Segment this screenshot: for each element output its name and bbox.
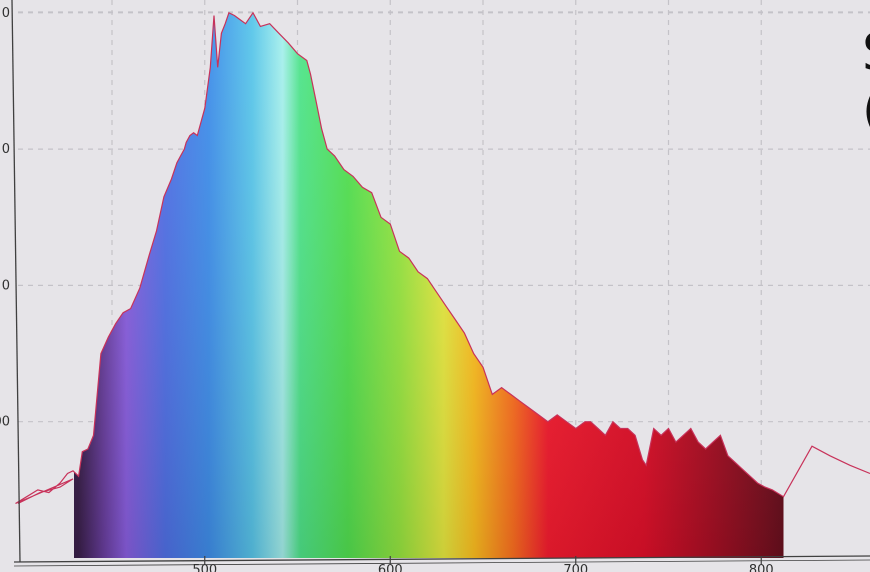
x-tick-label-3: 800 (749, 563, 774, 572)
x-tick-label-2: 700 (563, 563, 588, 572)
tick-label-layer: 50060070080000000S( (0, 6, 870, 572)
y-tick-label-1: 0 (2, 278, 10, 293)
x-axis-line-2 (13, 559, 870, 567)
edge-glyph-paren: ( (862, 81, 870, 141)
spectrum-area-shade (74, 12, 784, 558)
axis-layer (11, 0, 870, 567)
x-axis-line (13, 555, 870, 563)
y-tick-label-3: 0 (2, 6, 10, 21)
y-axis-line (11, 0, 21, 563)
x-tick-label-0: 500 (192, 563, 217, 572)
plot-layer (15, 11, 870, 558)
spectrum-outline (15, 11, 870, 505)
y-tick-label-0: 00 (0, 415, 10, 430)
y-tick-label-2: 0 (2, 142, 10, 157)
x-tick-label-1: 600 (378, 563, 403, 572)
edge-glyph-s: S (862, 23, 870, 83)
